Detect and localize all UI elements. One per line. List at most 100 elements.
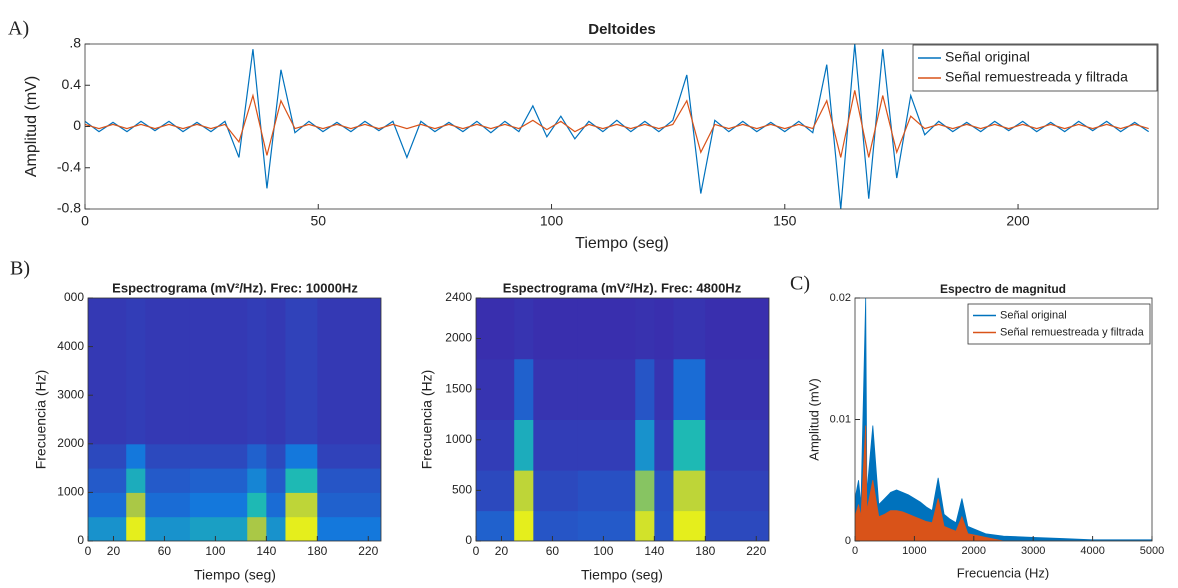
legend-label: Señal remuestreada y filtrada: [945, 69, 1128, 85]
heatmap-cell: [126, 443, 146, 469]
heatmap-cell: [247, 468, 267, 493]
heatmap-cell: [145, 492, 191, 518]
heatmap-cell: [317, 443, 381, 469]
x-axis-label: Tiempo (seg): [581, 567, 663, 583]
heatmap-cell: [476, 510, 515, 541]
heatmap-cell: [247, 492, 267, 518]
heatmap-cell: [635, 358, 655, 420]
x-tick-label: 3000: [1021, 545, 1045, 557]
plot-area: [85, 44, 1150, 209]
y-tick-label: 3000: [57, 387, 84, 401]
y-axis-label: Frecuencia (Hz): [419, 370, 435, 470]
heatmap-cell: [145, 443, 191, 469]
heatmap-cell: [285, 298, 318, 445]
y-tick-label: 500: [452, 483, 472, 497]
heatmap-cell: [266, 516, 286, 541]
heatmap-cell: [673, 510, 706, 541]
heatmap-cell: [577, 510, 636, 541]
heatmap-cell: [285, 516, 318, 541]
heatmap-cell: [126, 298, 146, 445]
heatmap-cell: [577, 419, 636, 471]
heatmap-cell: [635, 510, 655, 541]
chart-title: Espectrograma (mV²/Hz). Frec: 10000Hz: [112, 280, 358, 295]
heatmap-cell: [317, 468, 381, 493]
heatmap-cell: [705, 298, 769, 360]
heatmap-cell: [514, 470, 534, 512]
x-tick-label: 100: [540, 212, 564, 228]
y-tick-label: 0.4: [62, 76, 82, 92]
axes-box: [87, 297, 382, 542]
chart-title: Espectrograma (mV²/Hz). Frec: 4800Hz: [503, 280, 742, 295]
y-tick-label: 0: [845, 535, 851, 547]
heatmap-cell: [533, 470, 579, 512]
y-tick-label: 0.01: [830, 413, 851, 425]
heatmap-cell: [247, 443, 267, 469]
heatmap-cell: [317, 492, 381, 518]
plot-area: [88, 298, 381, 541]
heatmap-cell: [126, 468, 146, 493]
heatmap-cell: [145, 468, 191, 493]
heatmap-cell: [88, 468, 127, 493]
heatmap-cell: [189, 492, 248, 518]
heatmap-cell: [635, 470, 655, 512]
heatmap-cell: [577, 298, 636, 360]
heatmap-cell: [189, 443, 248, 469]
y-tick-label: 0.02: [830, 292, 851, 304]
heatmap-cell: [189, 298, 248, 445]
heatmap-cell: [476, 358, 515, 420]
heatmap-cell: [189, 516, 248, 541]
heatmap-cell: [705, 470, 769, 512]
heatmap-cell: [533, 298, 579, 360]
x-tick-label: 200: [1006, 212, 1030, 228]
x-tick-label: 60: [546, 544, 560, 558]
heatmap-cell: [266, 443, 286, 469]
legend-box: [967, 303, 1151, 345]
y-axis-label: Amplitud (mV): [806, 378, 821, 460]
heatmap-cell: [189, 468, 248, 493]
panel-label: C): [790, 273, 810, 295]
heatmap-cell: [514, 419, 534, 471]
x-tick-label: 150: [773, 212, 797, 228]
heatmap-cell: [266, 468, 286, 493]
x-tick-label: 1000: [902, 545, 926, 557]
y-tick-label: 2000: [445, 331, 472, 345]
x-tick-label: 0: [852, 545, 858, 557]
y-tick-label: .8: [69, 35, 81, 51]
heatmap-cell: [317, 298, 381, 445]
heatmap-cell: [285, 443, 318, 469]
y-tick-label: 1000: [57, 485, 84, 499]
heatmap-cell: [654, 298, 674, 360]
heatmap-cell: [533, 510, 579, 541]
y-tick-label: 2000: [57, 436, 84, 450]
heatmap-cell: [247, 516, 267, 541]
legend-label: Señal remuestreada y filtrada: [1000, 326, 1145, 338]
heatmap-cell: [317, 516, 381, 541]
axes-box: [475, 297, 770, 542]
x-tick-label: 180: [695, 544, 715, 558]
heatmap-cell: [285, 468, 318, 493]
x-axis-label: Frecuencia (Hz): [957, 565, 1049, 580]
heatmap-cell: [673, 298, 706, 360]
x-tick-label: 220: [746, 544, 766, 558]
heatmap-cell: [514, 298, 534, 360]
heatmap-cell: [126, 516, 146, 541]
x-tick-label: 50: [310, 212, 326, 228]
x-tick-label: 4000: [1080, 545, 1104, 557]
x-tick-label: 140: [644, 544, 664, 558]
heatmap-cell: [654, 419, 674, 471]
y-tick-label: -0.4: [57, 158, 81, 174]
y-tick-label: 0: [465, 533, 472, 547]
x-axis-label: Tiempo (seg): [575, 235, 669, 252]
heatmap-cell: [577, 470, 636, 512]
y-tick-label: 1500: [445, 381, 472, 395]
heatmap-cell: [577, 358, 636, 420]
heatmap-cell: [247, 298, 267, 445]
line: [85, 90, 1149, 158]
chart-title: Deltoides: [588, 21, 656, 38]
heatmap-cell: [126, 492, 146, 518]
heatmap-cell: [533, 358, 579, 420]
heatmap-cell: [514, 358, 534, 420]
x-tick-label: 100: [205, 544, 225, 558]
